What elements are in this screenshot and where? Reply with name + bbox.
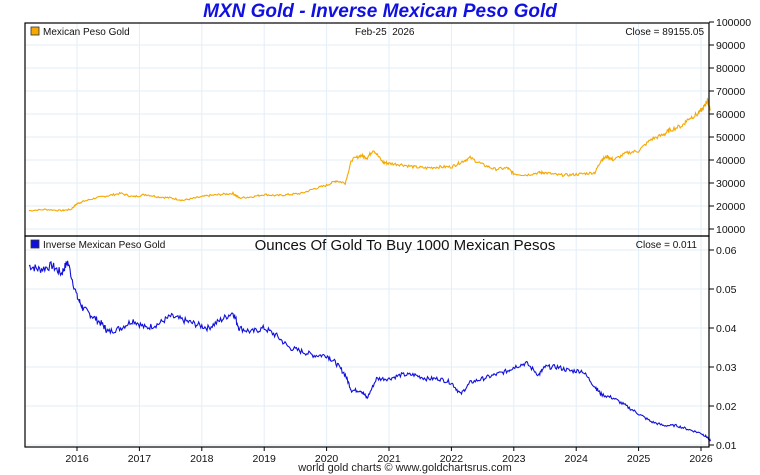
y-tick-label-gold: 90000 <box>716 40 745 52</box>
x-tick-label: 2023 <box>502 453 526 465</box>
axes: 100000 90000 80000 70000 60000 50000 40000 3000… <box>65 17 751 465</box>
x-tick-label: 2016 <box>65 453 89 465</box>
plot-frame-bottom <box>24 235 710 448</box>
x-tick-label: 2019 <box>253 453 277 465</box>
y-tick-label-gold: 100000 <box>716 17 751 29</box>
y-tick-label-gold: 70000 <box>716 86 745 98</box>
gridlines <box>25 23 709 447</box>
y-tick-label-gold: 40000 <box>716 155 745 167</box>
y-tick-label-gold: 30000 <box>716 178 745 190</box>
x-tick-label: 2024 <box>565 453 589 465</box>
chart-title: MXN Gold - Inverse Mexican Peso Gold <box>203 1 557 22</box>
y-tick-label-gold: 50000 <box>716 132 745 144</box>
plot-frames <box>24 22 710 448</box>
x-tick-label: 2026 <box>689 453 713 465</box>
x-tick-label: 2025 <box>627 453 651 465</box>
panel-title-inverse: Ounces Of Gold To Buy 1000 Mexican Pesos <box>255 237 556 254</box>
y-tick-label-gold: 80000 <box>716 63 745 75</box>
close-label-inverse: Close = 0.011 <box>636 240 698 251</box>
y-tick-label-inverse: 0.01 <box>716 440 737 452</box>
legend-label-inverse: Inverse Mexican Peso Gold <box>43 240 165 251</box>
x-tick-label: 2022 <box>440 453 464 465</box>
y-tick-label-inverse: 0.06 <box>716 245 737 257</box>
close-label-gold: Close = 89155.05 <box>625 27 704 38</box>
x-tick-label: 2017 <box>128 453 152 465</box>
x-tick-label: 2018 <box>190 453 214 465</box>
y-tick-label-inverse: 0.03 <box>716 362 737 374</box>
y-tick-label-inverse: 0.02 <box>716 401 737 413</box>
footer-credit: world gold charts © www.goldchartsrus.co… <box>298 462 512 474</box>
y-tick-label-gold: 60000 <box>716 109 745 121</box>
legend-swatch-gold <box>30 26 40 36</box>
date-label: Feb-25 2026 <box>355 27 415 38</box>
legend-swatch-inverse <box>30 239 40 249</box>
series-line-mexican-peso-gold <box>28 97 711 212</box>
legend-label-gold: Mexican Peso Gold <box>43 27 130 38</box>
y-tick-label-inverse: 0.04 <box>716 323 737 335</box>
x-tick-label: 2020 <box>315 453 339 465</box>
series-line-inverse-mexican-peso-gold <box>28 260 711 442</box>
series-layer <box>28 97 711 442</box>
y-tick-label-gold: 10000 <box>716 224 745 236</box>
plot-frame-top <box>24 22 710 237</box>
y-tick-label-gold: 20000 <box>716 201 745 213</box>
y-tick-label-inverse: 0.05 <box>716 284 737 296</box>
x-tick-label: 2021 <box>377 453 401 465</box>
